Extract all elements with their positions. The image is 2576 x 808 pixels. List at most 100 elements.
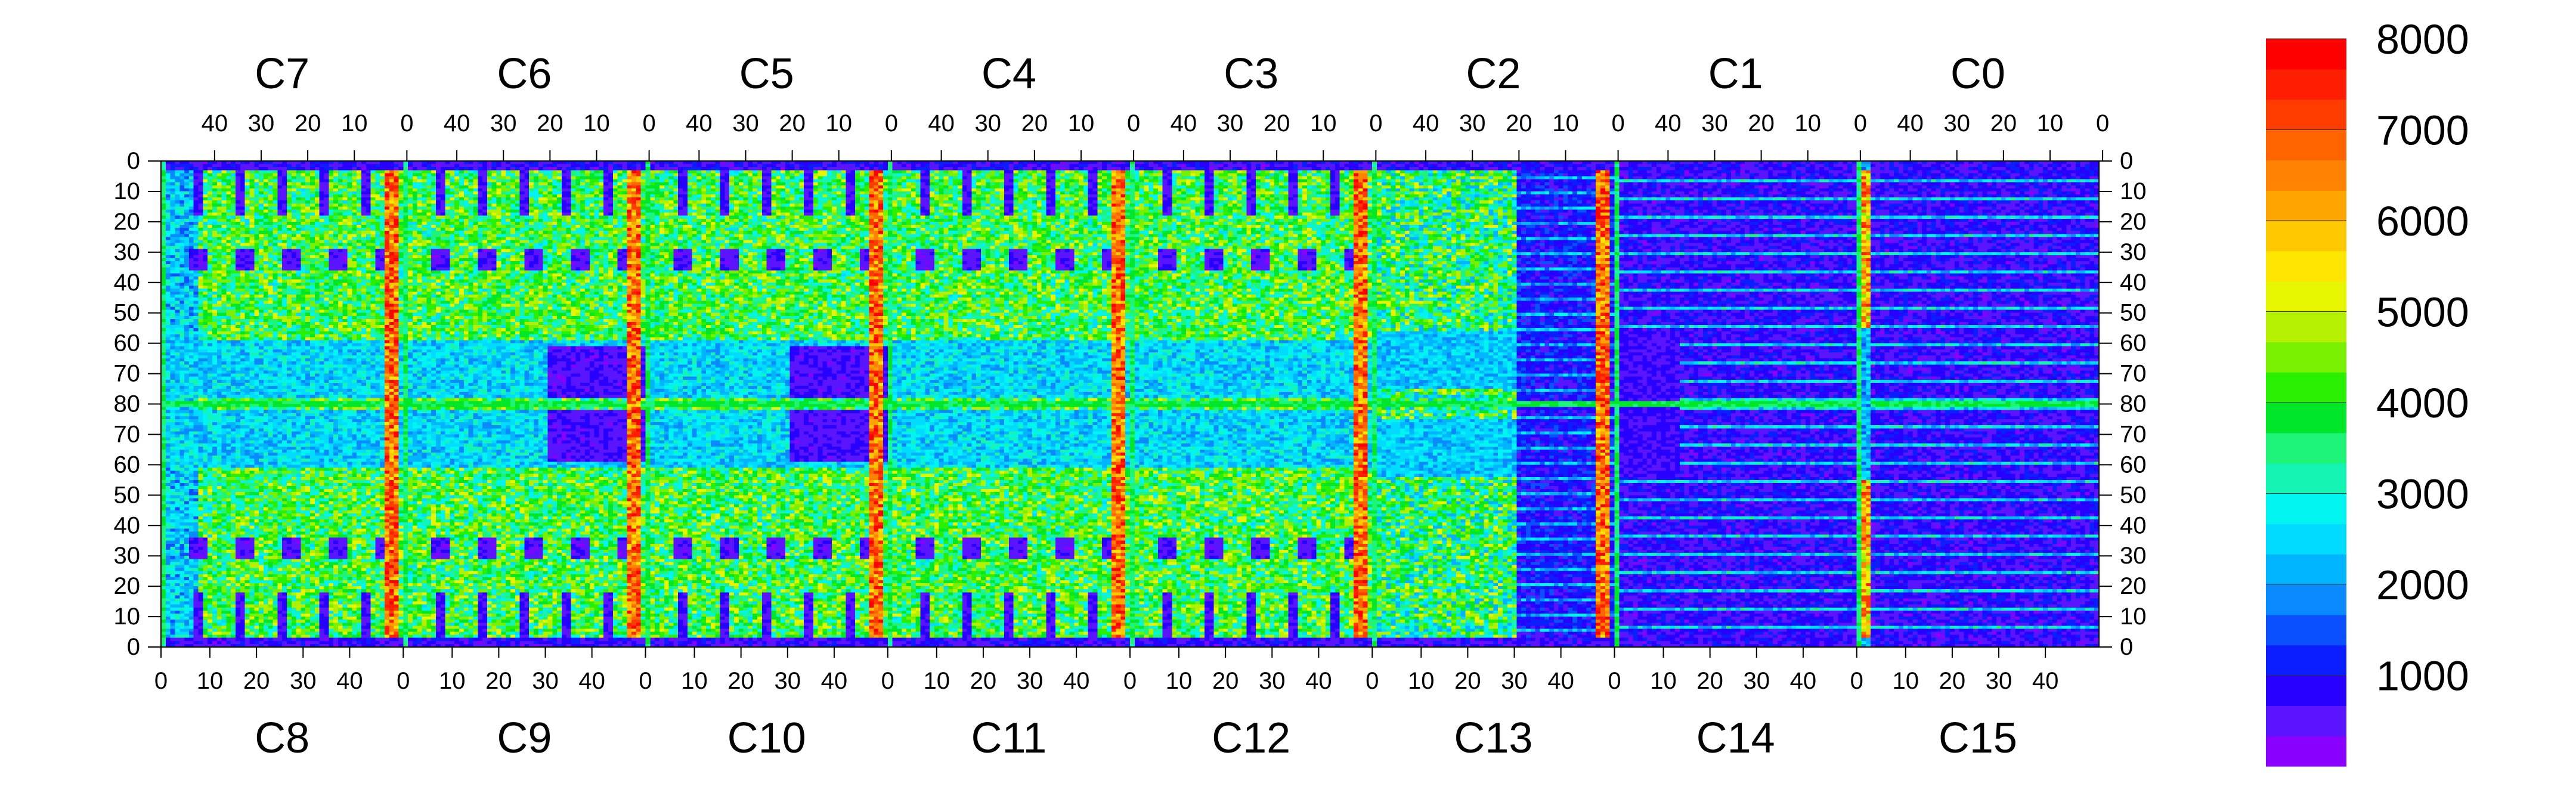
top-tick-label: 10 [1794, 110, 1821, 137]
top-tick-label: 0 [400, 110, 413, 137]
bottom-tick-label: 20 [1939, 668, 1966, 694]
chip-label-bottom: C12 [1212, 714, 1290, 762]
bottom-axis: 0 10 20 30 40 0 10 20 30 40 0 10 20 30 40 0 10 20 30 40 0 10 2… [154, 647, 2058, 694]
left-tick-label: 40 [114, 512, 141, 538]
bottom-tick-label: 20 [1212, 668, 1239, 694]
bottom-tick-label: 40 [1063, 668, 1090, 694]
bottom-tick-label: 30 [1017, 668, 1044, 694]
left-tick-label: 10 [114, 178, 141, 205]
colorbar-segment [2266, 39, 2346, 70]
top-tick-label: 40 [444, 110, 470, 137]
top-tick-label: 0 [1369, 110, 1382, 137]
top-tick-label: 0 [642, 110, 655, 137]
colorbar-tick-label: 5000 [2376, 289, 2469, 336]
top-tick-label: 0 [1611, 110, 1624, 137]
top-axis: 40 30 20 10 0 40 30 20 10 0 40 30 20 10 0 40 30 20 10 0 40 30… [202, 110, 2109, 161]
right-tick-label: 60 [2120, 330, 2147, 357]
left-tick-label: 30 [114, 239, 141, 265]
colorbar-segment [2266, 614, 2346, 646]
top-tick-label: 30 [974, 110, 1001, 137]
bottom-tick-label: 40 [1790, 668, 1817, 694]
top-tick-label: 40 [686, 110, 713, 137]
top-tick-label: 30 [490, 110, 517, 137]
bottom-tick-label: 0 [1608, 668, 1621, 694]
colorbar-segment [2266, 645, 2346, 676]
colorbar: 1000 2000 3000 4000 5000 6000 7000 8000 [2266, 16, 2469, 767]
chip-label-top: C5 [739, 50, 794, 98]
bottom-tick-label: 10 [439, 668, 466, 694]
top-tick-label: 20 [1506, 110, 1532, 137]
right-tick-label: 60 [2120, 451, 2147, 478]
bottom-tick-label: 20 [243, 668, 270, 694]
bottom-tick-label: 40 [1547, 668, 1574, 694]
bottom-tick-label: 40 [336, 668, 363, 694]
right-tick-label: 10 [2120, 178, 2147, 205]
bottom-tick-label: 10 [1408, 668, 1435, 694]
colorbar-segment [2266, 554, 2346, 585]
bottom-tick-label: 0 [881, 668, 894, 694]
bottom-tick-label: 0 [397, 668, 410, 694]
top-tick-label: 40 [1897, 110, 1924, 137]
top-tick-label: 10 [825, 110, 852, 137]
right-tick-label: 20 [2120, 573, 2147, 599]
right-tick-label: 40 [2120, 512, 2147, 538]
chip-label-bottom: C8 [255, 714, 309, 762]
bottom-tick-label: 30 [1986, 668, 2012, 694]
colorbar-segment [2266, 69, 2346, 100]
left-tick-label: 70 [114, 361, 141, 387]
right-tick-label: 50 [2120, 300, 2147, 326]
bottom-tick-label: 30 [290, 668, 317, 694]
bottom-tick-label: 10 [1893, 668, 1919, 694]
chip-label-top: C6 [497, 50, 552, 98]
bottom-tick-label: 30 [532, 668, 559, 694]
top-tick-label: 30 [1701, 110, 1728, 137]
colorbar-segment [2266, 736, 2346, 767]
right-tick-label: 40 [2120, 270, 2147, 296]
chip-labels: C7 C6 C5 C4 C3 C2 C1 C0 C8 C9 C10 C11 C12 C13 C14 C15 [255, 50, 2017, 762]
right-tick-label: 0 [2120, 634, 2133, 660]
left-tick-label: 60 [114, 330, 141, 357]
bottom-tick-label: 10 [197, 668, 224, 694]
top-tick-label: 20 [1990, 110, 2017, 137]
right-tick-label: 10 [2120, 603, 2147, 630]
left-tick-label: 60 [114, 451, 141, 478]
bottom-tick-label: 20 [727, 668, 754, 694]
bottom-tick-label: 10 [681, 668, 708, 694]
left-tick-label: 30 [114, 543, 141, 569]
left-tick-label: 0 [127, 148, 140, 174]
bottom-tick-label: 20 [1696, 668, 1723, 694]
left-tick-label: 40 [114, 270, 141, 296]
bottom-tick-label: 30 [1501, 668, 1528, 694]
top-tick-label: 30 [1459, 110, 1486, 137]
top-tick-label: 40 [202, 110, 228, 137]
colorbar-segment [2266, 342, 2346, 373]
right-tick-label: 30 [2120, 239, 2147, 265]
colorbar-segment [2266, 463, 2346, 494]
bottom-tick-label: 40 [578, 668, 605, 694]
colorbar-segment [2266, 281, 2346, 312]
colorbar-tick-label: 1000 [2376, 653, 2469, 699]
right-tick-label: 70 [2120, 421, 2147, 447]
colorbar-segment [2266, 190, 2346, 221]
top-tick-label: 40 [1171, 110, 1197, 137]
chip-label-bottom: C11 [971, 714, 1047, 762]
colorbar-segment [2266, 584, 2346, 615]
left-tick-label: 50 [114, 482, 141, 508]
top-tick-label: 30 [732, 110, 759, 137]
right-tick-label: 50 [2120, 482, 2147, 508]
colorbar-segment [2266, 250, 2346, 282]
heatmap-plot-area [161, 161, 2099, 647]
top-tick-label: 30 [1943, 110, 1970, 137]
colorbar-tick-label: 3000 [2376, 471, 2469, 518]
bottom-tick-label: 10 [924, 668, 950, 694]
left-tick-label: 10 [114, 603, 141, 630]
right-tick-label: 0 [2120, 148, 2133, 174]
bottom-tick-label: 0 [154, 668, 168, 694]
chip-label-top: C7 [255, 50, 309, 98]
left-axis: 0 10 20 30 40 50 60 70 80 70 60 50 40 30 20 10 0 [114, 148, 161, 660]
chip-label-bottom: C9 [497, 714, 552, 762]
colorbar-segment [2266, 221, 2346, 252]
top-tick-label: 10 [1310, 110, 1337, 137]
colorbar-tick-label: 6000 [2376, 198, 2469, 244]
